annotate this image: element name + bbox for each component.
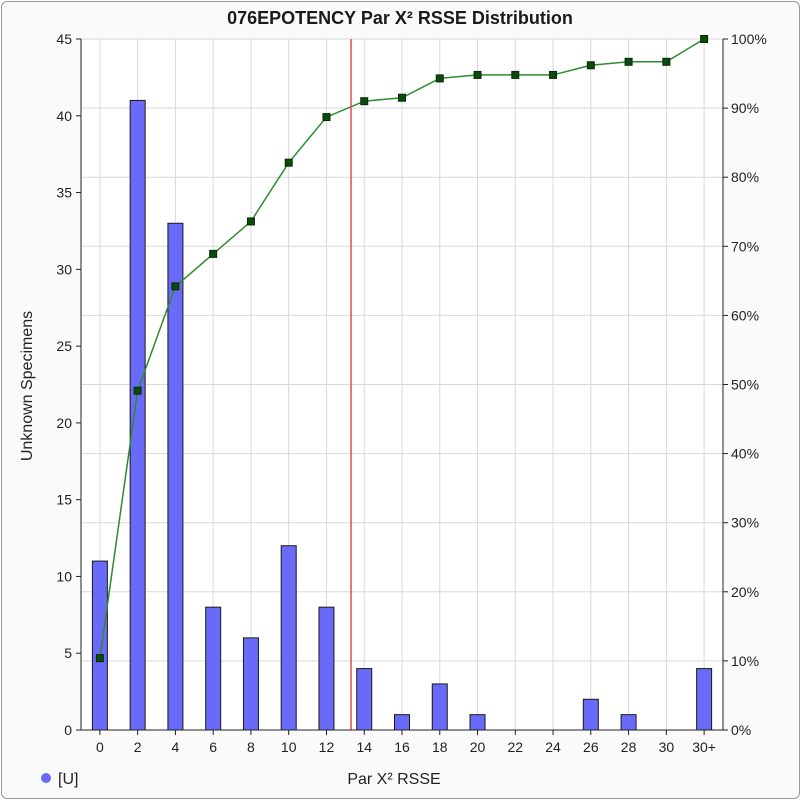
chart-title: 076EPOTENCY Par X² RSSE Distribution [227, 8, 573, 28]
x-tick-label: 22 [508, 739, 524, 755]
legend[interactable]: [U] [41, 771, 78, 788]
x-tick-label: 8 [247, 739, 255, 755]
x-tick-label: 14 [356, 739, 372, 755]
y2-tick-label: 90% [731, 100, 759, 116]
x-axis-label: Par X² RSSE [347, 771, 440, 788]
grid [81, 38, 723, 731]
bar-18[interactable] [431, 683, 448, 731]
y-tick-label: 15 [56, 492, 72, 508]
bar-6[interactable] [205, 606, 222, 731]
bar-30+[interactable] [696, 668, 713, 731]
cumulative-point-12[interactable] [322, 113, 331, 122]
bar-20[interactable] [469, 714, 486, 731]
y-tick-label: 0 [64, 722, 72, 738]
x-tick-label: 16 [394, 739, 410, 755]
x-tick-label: 20 [470, 739, 486, 755]
axes: 0510152025303540450%10%20%30%40%50%60%70… [56, 31, 766, 755]
x-tick-label: 12 [319, 739, 335, 755]
cumulative-point-24[interactable] [549, 70, 558, 79]
y2-tick-label: 30% [731, 515, 759, 531]
y-tick-label: 40 [56, 108, 72, 124]
y-tick-label: 25 [56, 338, 72, 354]
legend-label: [U] [58, 771, 78, 788]
bars [91, 99, 713, 731]
cumulative-point-18[interactable] [435, 74, 444, 83]
y-tick-label: 35 [56, 185, 72, 201]
y-tick-label: 5 [64, 645, 72, 661]
cumulative-point-2[interactable] [133, 386, 142, 395]
bar-10[interactable] [280, 545, 297, 731]
bar-28[interactable] [620, 714, 637, 731]
bar-16[interactable] [394, 714, 410, 731]
cumulative-point-14[interactable] [360, 97, 369, 106]
cumulative-point-10[interactable] [284, 158, 293, 167]
bar-26[interactable] [582, 698, 599, 731]
bar-2[interactable] [129, 99, 146, 731]
y2-tick-label: 100% [731, 31, 767, 47]
y-tick-label: 20 [56, 415, 72, 431]
y-tick-label: 10 [56, 568, 72, 584]
y-tick-label: 30 [56, 261, 72, 277]
x-tick-label: 2 [134, 739, 142, 755]
cumulative-point-8[interactable] [246, 217, 255, 226]
x-tick-label: 26 [583, 739, 599, 755]
x-tick-label: 6 [209, 739, 217, 755]
cumulative-point-28[interactable] [624, 57, 633, 66]
cumulative-point-0[interactable] [95, 654, 104, 663]
x-tick-label: 0 [96, 739, 104, 755]
x-tick-label: 30 [659, 739, 675, 755]
y2-tick-label: 60% [731, 307, 759, 323]
y2-tick-label: 0% [731, 722, 751, 738]
x-tick-label: 4 [172, 739, 180, 755]
cumulative-point-6[interactable] [209, 249, 218, 258]
bar-12[interactable] [318, 606, 335, 731]
cumulative-line [95, 35, 709, 663]
cumulative-point-4[interactable] [171, 282, 180, 291]
y2-tick-label: 10% [731, 653, 759, 669]
x-tick-label: 24 [545, 739, 561, 755]
y2-tick-label: 70% [731, 238, 759, 254]
cumulative-point-30+[interactable] [700, 35, 709, 43]
y-axis-label: Unknown Specimens [19, 311, 36, 461]
cumulative-point-16[interactable] [398, 93, 406, 102]
y-tick-label: 45 [56, 31, 72, 47]
y2-tick-label: 40% [731, 446, 759, 462]
y2-tick-label: 80% [731, 169, 759, 185]
bar-8[interactable] [242, 637, 259, 731]
y2-tick-label: 20% [731, 584, 759, 600]
x-tick-label: 28 [621, 739, 637, 755]
x-tick-label: 10 [281, 739, 297, 755]
cumulative-point-20[interactable] [473, 70, 482, 79]
legend-marker [41, 773, 51, 783]
bar-14[interactable] [356, 668, 373, 731]
x-tick-label: 30+ [692, 739, 716, 755]
cumulative-point-22[interactable] [511, 70, 520, 79]
bar-0[interactable] [91, 560, 108, 731]
x-tick-label: 18 [432, 739, 448, 755]
cumulative-point-26[interactable] [586, 61, 595, 70]
cumulative-point-30[interactable] [662, 57, 671, 66]
y2-tick-label: 50% [731, 377, 759, 393]
